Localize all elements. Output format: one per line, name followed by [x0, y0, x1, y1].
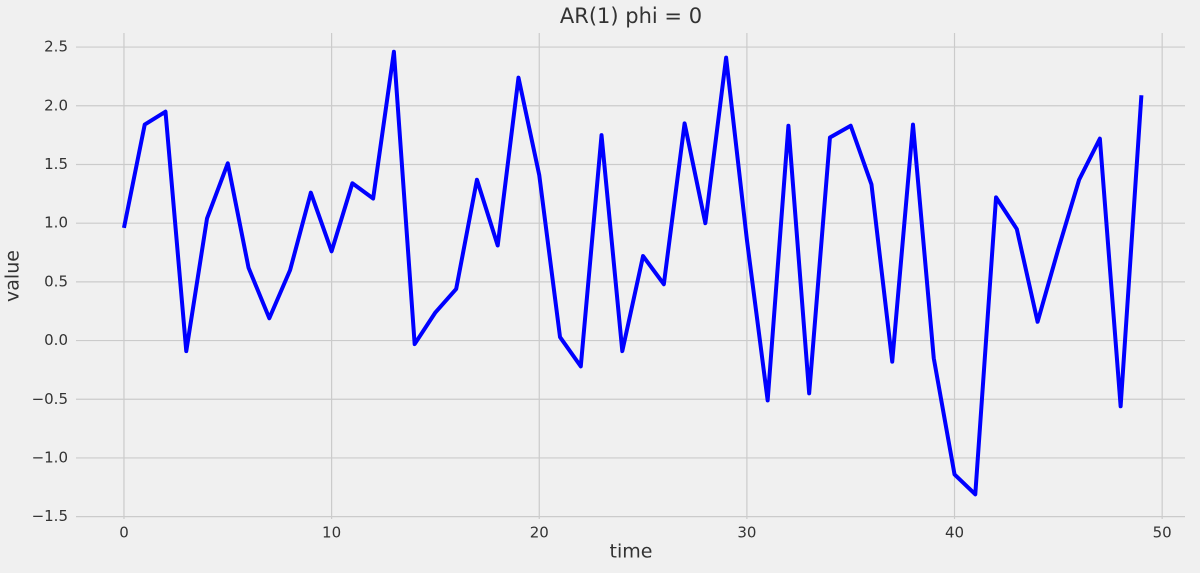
- data-line: [121, 49, 1144, 497]
- x-axis-label: time: [610, 541, 653, 563]
- x-tick-label: 20: [530, 524, 549, 542]
- x-tick-label: 10: [322, 524, 341, 542]
- chart-title: AR(1) phi = 0: [560, 4, 702, 28]
- y-tick-label: 2.5: [44, 38, 68, 56]
- y-axis-label: value: [2, 250, 24, 302]
- y-tick-label: 2.0: [44, 96, 68, 114]
- y-tick-label: −1.0: [32, 448, 68, 466]
- x-tick-label: 0: [119, 524, 129, 542]
- y-tick-label: 0.0: [44, 331, 68, 349]
- x-tick-label: 30: [737, 524, 756, 542]
- y-tick-label: −0.5: [32, 390, 68, 408]
- x-tick-label: 50: [1153, 524, 1172, 542]
- y-tick-label: 0.5: [44, 272, 68, 290]
- y-tick-label: 1.5: [44, 155, 68, 173]
- y-tick-label: −1.5: [32, 507, 68, 525]
- y-tick-label: 1.0: [44, 214, 68, 232]
- x-tick-label: 40: [945, 524, 964, 542]
